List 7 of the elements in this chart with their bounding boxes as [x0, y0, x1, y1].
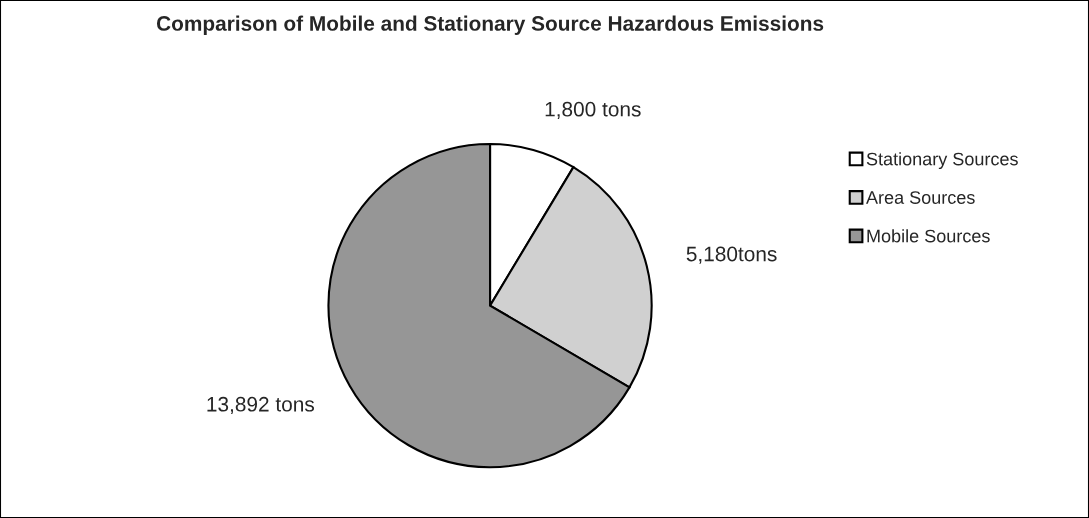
data-label: 13,892 tons: [207, 396, 315, 415]
data-label: 5,180tons: [686, 246, 777, 264]
legend-label: Stationary Sources: [866, 152, 1018, 169]
data-label: 1,800 tons: [545, 101, 641, 120]
legend-label: Area Sources: [866, 191, 975, 204]
chart-title: Comparison of Mobile and Stationary Source Hazardous Emissions: [156, 15, 824, 35]
legend-label: Mobile Sources: [867, 229, 990, 243]
